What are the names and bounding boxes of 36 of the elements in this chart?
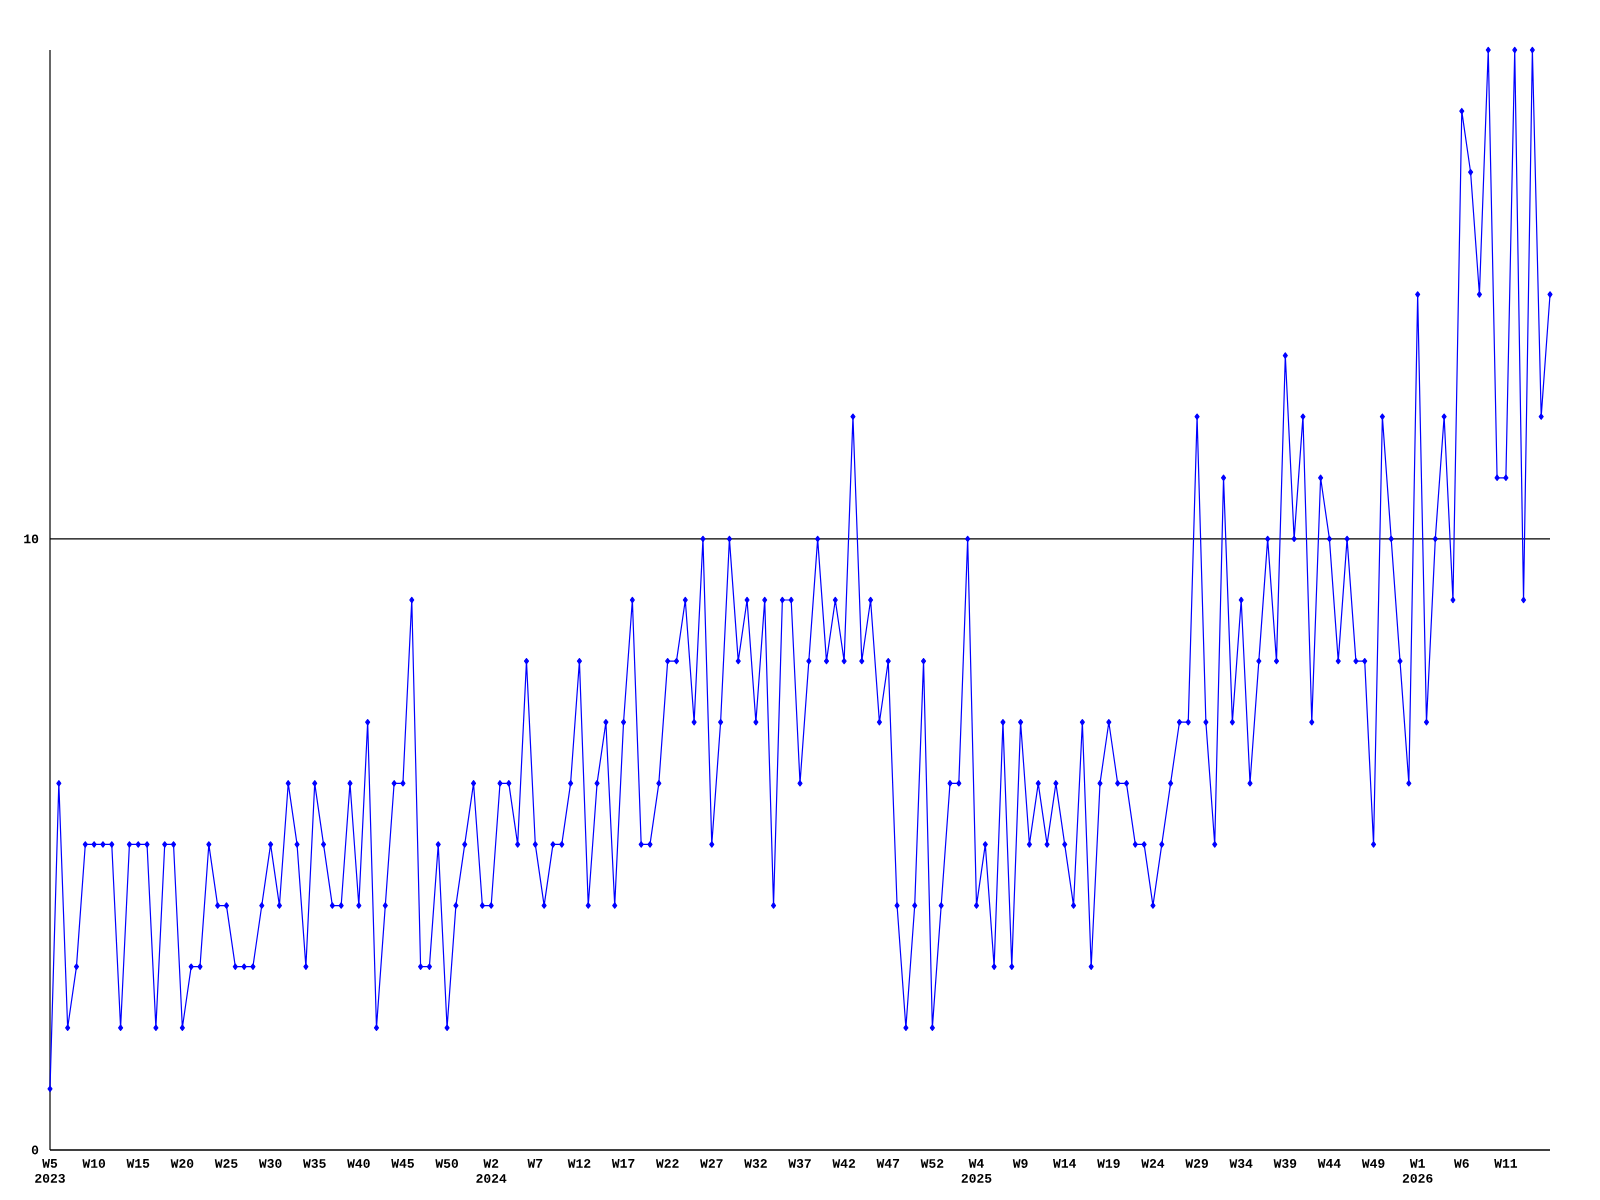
x-tick-label: W34 [1229,1159,1253,1168]
x-tick-label: W9 [1012,1159,1028,1168]
x-tick-label: W29 [1185,1159,1208,1168]
x-tick-label: W5 2023 [35,1159,65,1183]
y-tick-label: 10 [24,534,39,544]
x-tick-label: W44 [1317,1159,1341,1168]
x-tick-label: W14 [1053,1159,1077,1168]
x-tick-label: W37 [788,1159,811,1168]
x-tick-label: W17 [611,1159,635,1168]
x-tick-label: W40 [347,1159,370,1168]
x-tick-label: W39 [1273,1159,1297,1168]
x-tick-label: W2 2024 [476,1159,507,1183]
x-tick-label: W45 [391,1159,414,1168]
x-tick-label: W19 [1097,1159,1120,1168]
x-tick-label: W47 [876,1159,900,1168]
x-tick-label: W15 [126,1159,150,1168]
x-tick-label: W7 [527,1159,543,1168]
x-tick-label: W22 [655,1159,679,1168]
x-tick-label: W10 [82,1159,106,1168]
x-tick-label: W35 [303,1159,326,1168]
x-tick-label: W24 [1141,1159,1165,1168]
x-tick-label: W1 2026 [1402,1159,1433,1183]
x-tick-label: W25 [214,1159,238,1168]
x-tick-label: W50 [435,1159,459,1168]
x-tick-label: W20 [170,1159,194,1168]
x-tick-label: W30 [258,1159,282,1168]
x-tick-label: W27 [700,1159,723,1168]
x-tick-label: W12 [567,1159,591,1168]
x-tick-label: W52 [920,1159,944,1168]
x-tick-label: W32 [744,1159,767,1168]
x-tick-label: W49 [1361,1159,1385,1168]
x-tick-label: W4 2025 [961,1159,992,1183]
y-tick-label: 0 [31,1145,39,1155]
x-tick-label: W11 [1494,1159,1518,1168]
x-tick-label: W6 [1453,1159,1469,1168]
x-tick-label: W42 [832,1159,856,1168]
